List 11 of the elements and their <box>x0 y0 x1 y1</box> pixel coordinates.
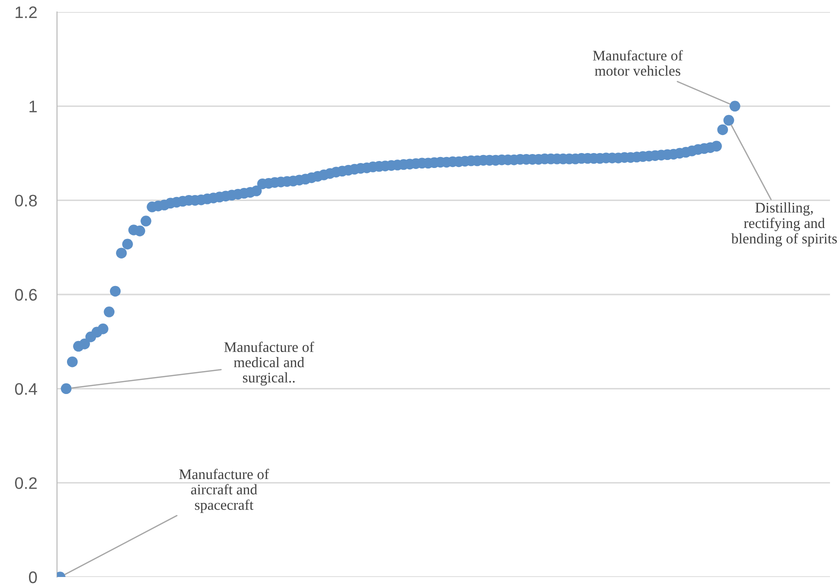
y-tick-label: 1.2 <box>16 6 37 18</box>
y-tick-label: 0.4 <box>15 383 38 395</box>
y-tick-label: 0.2 <box>15 477 37 490</box>
y-tick-label: 1 <box>30 100 37 112</box>
annotation: Distilling, rectifying and blending of spirits <box>731 202 837 247</box>
y-tick-label: 0 <box>28 571 37 584</box>
annotation: Manufacture of aircraft and spacecraft <box>179 468 270 513</box>
annotation: Manufacture of medical and surgical.. <box>224 342 314 386</box>
annotation: Manufacture of motor vehicles <box>592 50 683 76</box>
y-tick-label: 0.8 <box>15 194 37 207</box>
y-tick-label: 0.6 <box>15 288 37 301</box>
